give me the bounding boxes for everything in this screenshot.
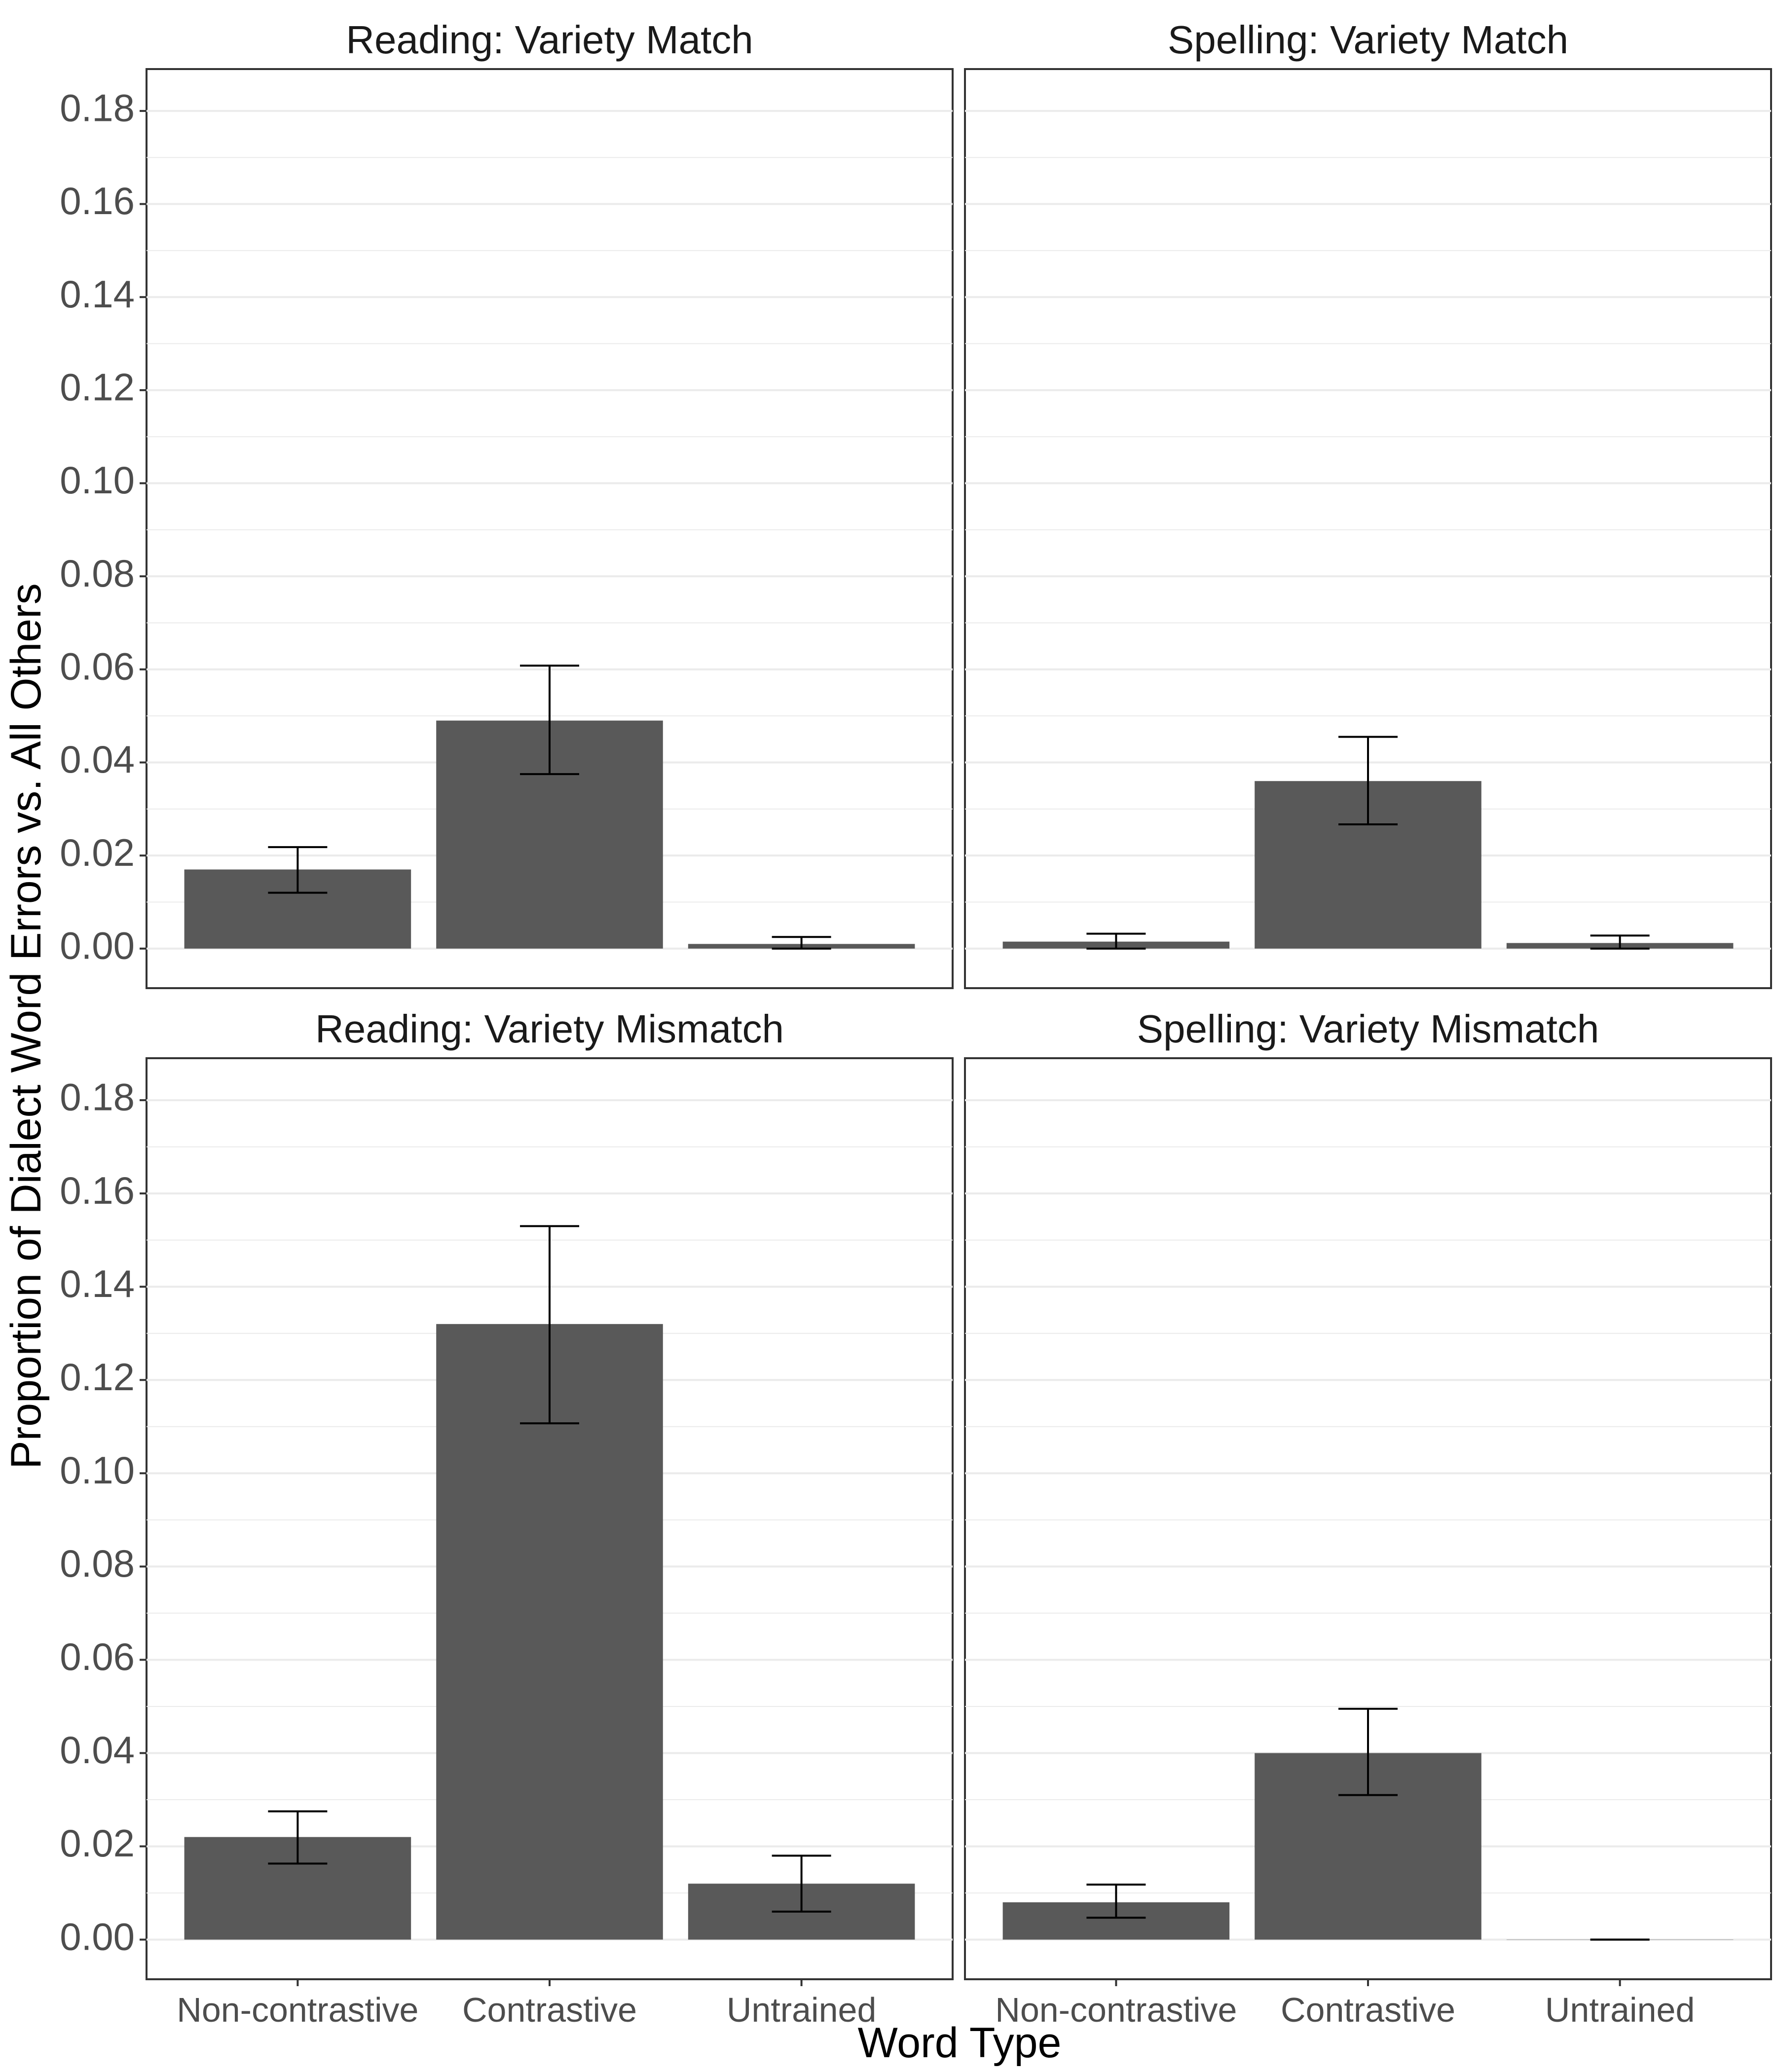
error-bar xyxy=(772,936,831,950)
panel-title: Reading: Variety Match xyxy=(346,18,753,62)
panel-3: Spelling: Variety Mismatch Non-contrastiv… xyxy=(964,1007,1772,2029)
error-bar xyxy=(1338,736,1398,825)
y-tick-label: 0.06 xyxy=(60,644,135,688)
y-tick-label: 0.16 xyxy=(60,179,135,222)
x-tick-label: Untrained xyxy=(727,1991,877,2029)
y-tick-label: 0.04 xyxy=(60,738,135,781)
error-bar xyxy=(268,1810,328,1865)
error-bar xyxy=(520,1225,579,1425)
y-tick-label: 0.02 xyxy=(60,831,135,874)
panel-1: Spelling: Variety Match xyxy=(964,18,1772,989)
y-tick-label: 0.12 xyxy=(60,1355,135,1399)
y-axis-title: Proportion of Dialect Word Errors vs. Al… xyxy=(2,583,50,1469)
y-tick-label: 0.04 xyxy=(60,1728,135,1772)
error-bar xyxy=(520,665,579,776)
y-tick-label: 0.10 xyxy=(60,1448,135,1492)
panel-0: Reading: Variety Match 0.00 0.02 0.04 0.06 0.… xyxy=(60,18,954,989)
error-bar xyxy=(1590,934,1650,950)
panels-layer: Reading: Variety Match 0.00 0.02 0.04 0.06 0.… xyxy=(60,18,1772,2029)
panel-title: Spelling: Variety Mismatch xyxy=(1137,1007,1599,1051)
y-tick-label: 0.12 xyxy=(60,365,135,408)
y-tick-label: 0.14 xyxy=(60,1262,135,1305)
error-bar xyxy=(268,846,328,894)
y-tick-label: 0.08 xyxy=(60,1542,135,1585)
panel-title: Reading: Variety Mismatch xyxy=(315,1007,784,1051)
panel-title: Spelling: Variety Match xyxy=(1168,18,1568,62)
x-axis-title: Word Type xyxy=(858,2019,1062,2067)
x-tick-label: Non-contrastive xyxy=(995,1991,1237,2029)
panel-2: Reading: Variety Mismatch 0.00 0.02 0.04 0.0… xyxy=(60,1007,954,2029)
y-tick-label: 0.00 xyxy=(60,1915,135,1958)
y-tick-label: 0.08 xyxy=(60,552,135,595)
x-tick-label: Non-contrastive xyxy=(177,1991,418,2029)
error-bar xyxy=(1086,1884,1146,1919)
y-tick-label: 0.18 xyxy=(60,86,135,130)
y-tick-label: 0.02 xyxy=(60,1821,135,1865)
y-tick-label: 0.06 xyxy=(60,1635,135,1678)
bar-contrastive xyxy=(436,1324,663,1940)
y-tick-label: 0.16 xyxy=(60,1169,135,1212)
x-tick-label: Untrained xyxy=(1545,1991,1695,2029)
y-tick-label: 0.10 xyxy=(60,458,135,502)
y-tick-label: 0.18 xyxy=(60,1075,135,1119)
error-bar xyxy=(772,1854,831,1913)
y-tick-label: 0.00 xyxy=(60,924,135,967)
x-tick-label: Contrastive xyxy=(462,1991,637,2029)
y-tick-label: 0.14 xyxy=(60,272,135,316)
error-bar xyxy=(1086,932,1146,950)
error-bar xyxy=(1338,1707,1398,1796)
x-tick-label: Contrastive xyxy=(1281,1991,1455,2029)
